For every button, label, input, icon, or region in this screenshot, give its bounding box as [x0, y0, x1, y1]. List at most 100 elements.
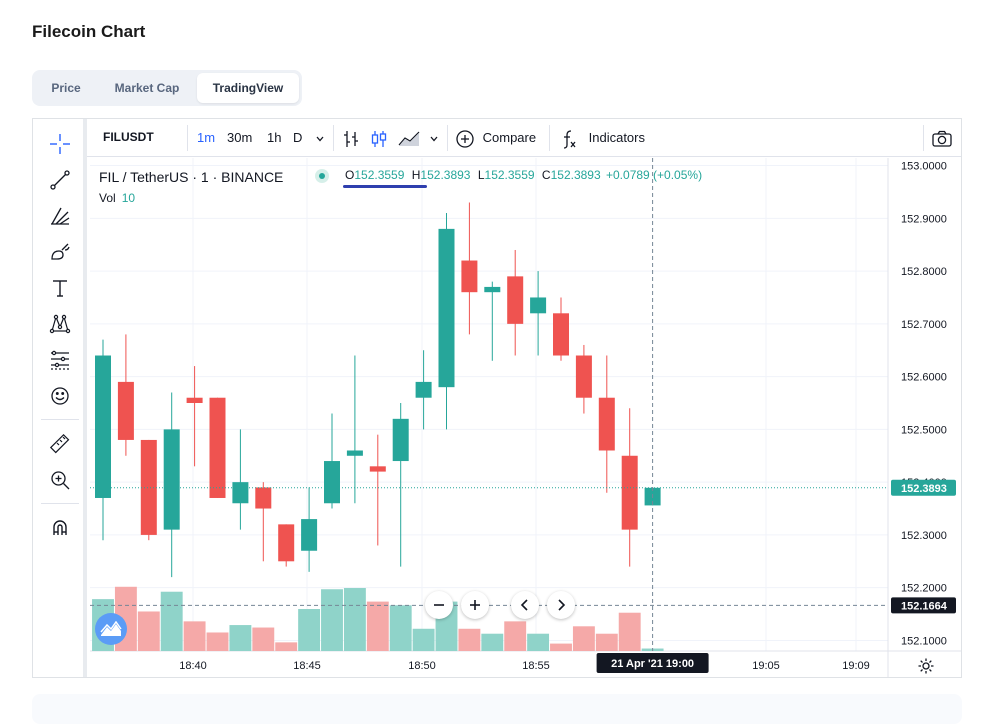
volume-bar: [137, 611, 160, 651]
tradingview-logo-icon: [100, 621, 122, 636]
candlestick-chart[interactable]: 153.0000 152.9000 152.8000 152.7000 152.6000…: [33, 119, 961, 677]
candles-style-button[interactable]: [369, 119, 389, 156]
candle-body: [598, 397, 615, 451]
ruler-icon: [49, 433, 70, 454]
candle-body: [507, 276, 524, 324]
crosshair-price-badge: [891, 597, 956, 614]
volume-bar: [527, 633, 550, 651]
interval-dropdown[interactable]: [315, 119, 325, 156]
candle-body: [346, 450, 363, 456]
volume-value: 10: [121, 191, 136, 205]
volume-bar: [206, 632, 229, 651]
tradingview-logo[interactable]: [95, 613, 127, 645]
close-label: C: [541, 168, 551, 182]
change-value: +0.0789 (+0.05%): [606, 168, 703, 182]
zoom-tool[interactable]: [47, 467, 73, 493]
bar-style-button[interactable]: [341, 119, 361, 156]
crosshair-tool[interactable]: [47, 131, 73, 157]
y-tick-label: 152.1000: [901, 635, 947, 647]
crosshair-time-badge: [596, 653, 709, 673]
x-tick-label: 18:45: [293, 660, 321, 672]
y-tick-label: 152.3000: [901, 530, 947, 542]
symbol-search[interactable]: FILUSDT: [103, 130, 154, 144]
emoji-tool[interactable]: [47, 383, 73, 409]
text-icon: [53, 280, 67, 297]
market-status-dot: [315, 169, 329, 183]
interval-1h[interactable]: 1h: [267, 130, 282, 145]
interval-1m[interactable]: 1m: [197, 130, 216, 145]
volume-bar: [595, 633, 618, 651]
area-style-button[interactable]: [397, 119, 421, 156]
bottom-panel: [32, 694, 962, 724]
text-tool[interactable]: [47, 275, 73, 301]
toolbar-divider: [187, 125, 188, 151]
tab-tradingview[interactable]: TradingView: [197, 73, 299, 103]
pattern-tool[interactable]: [47, 311, 73, 337]
volume-bar: [275, 642, 298, 651]
volume-label: Vol: [99, 191, 116, 205]
scroll-left-button[interactable]: [511, 591, 539, 619]
pattern-icon: [49, 314, 71, 334]
symbol-legend: FIL / TetherUS · 1 · BINANCE: [99, 169, 284, 185]
volume-bar: [389, 605, 412, 651]
candle-body: [117, 381, 134, 440]
prediction-tool[interactable]: [47, 347, 73, 373]
zoom-out-button[interactable]: [425, 591, 453, 619]
volume-bar: [481, 633, 504, 651]
gear-icon[interactable]: [917, 657, 935, 675]
trend-line-icon: [50, 170, 70, 190]
scroll-right-button[interactable]: [547, 591, 575, 619]
brush-tool[interactable]: [47, 239, 73, 265]
candle-body: [163, 429, 180, 530]
area-icon: [398, 131, 420, 146]
tab-price[interactable]: Price: [51, 81, 81, 95]
zoom-in-button[interactable]: [461, 591, 489, 619]
interval-d[interactable]: D: [293, 130, 303, 145]
volume-bar: [252, 627, 275, 651]
ohlc-legend: O152.3559 H152.3893 L152.3559 C152.3893 …: [345, 168, 702, 182]
tab-market-cap[interactable]: Market Cap: [114, 81, 180, 95]
y-tick-label: 152.9000: [901, 213, 947, 225]
volume-bar: [458, 628, 481, 651]
last-price-label: 152.3893: [901, 483, 947, 495]
volume-bar: [618, 612, 641, 651]
candle-body: [392, 418, 409, 462]
crosshair-time-label: 21 Apr '21 19:00: [611, 658, 694, 670]
indicators-button[interactable]: Indicators: [559, 119, 645, 156]
candle-body: [324, 461, 340, 504]
volume-bar: [343, 588, 366, 651]
compare-button[interactable]: Compare: [455, 119, 536, 156]
plus-icon: [470, 600, 480, 610]
chevron-down-icon: [430, 136, 438, 142]
volume-legend: Vol 10: [99, 191, 135, 205]
camera-icon: [932, 130, 952, 147]
y-tick-label: 152.8000: [901, 266, 947, 278]
fib-tool[interactable]: [47, 203, 73, 229]
candle-body: [530, 297, 547, 314]
low-value: 152.3559: [484, 168, 535, 182]
candle-body: [461, 260, 478, 293]
page-title: Filecoin Chart: [32, 22, 146, 41]
trend-line-tool[interactable]: [47, 167, 73, 193]
compare-label: Compare: [482, 130, 537, 145]
fib-icon: [51, 207, 70, 225]
candle-body: [369, 466, 386, 472]
volume-bar: [321, 589, 343, 651]
x-tick-label: 18:55: [522, 660, 550, 672]
indicators-label: Indicators: [588, 130, 645, 145]
ohlc-underline: [343, 185, 427, 188]
screenshot-button[interactable]: [931, 119, 953, 156]
interval-30m[interactable]: 30m: [227, 130, 253, 145]
chart-type-tabs: Price Market Cap TradingView: [32, 70, 302, 106]
candle-body: [95, 355, 111, 498]
chart-style-dropdown[interactable]: [429, 119, 439, 156]
last-price-badge: [891, 479, 956, 496]
candle-body: [301, 519, 318, 551]
magnet-tool[interactable]: [47, 515, 73, 541]
candles-icon: [371, 130, 387, 147]
volume-bar: [412, 628, 435, 651]
candle-body: [575, 355, 592, 398]
volume-bar: [504, 621, 527, 651]
toolbar-divider: [923, 125, 924, 151]
ruler-tool[interactable]: [47, 431, 73, 457]
